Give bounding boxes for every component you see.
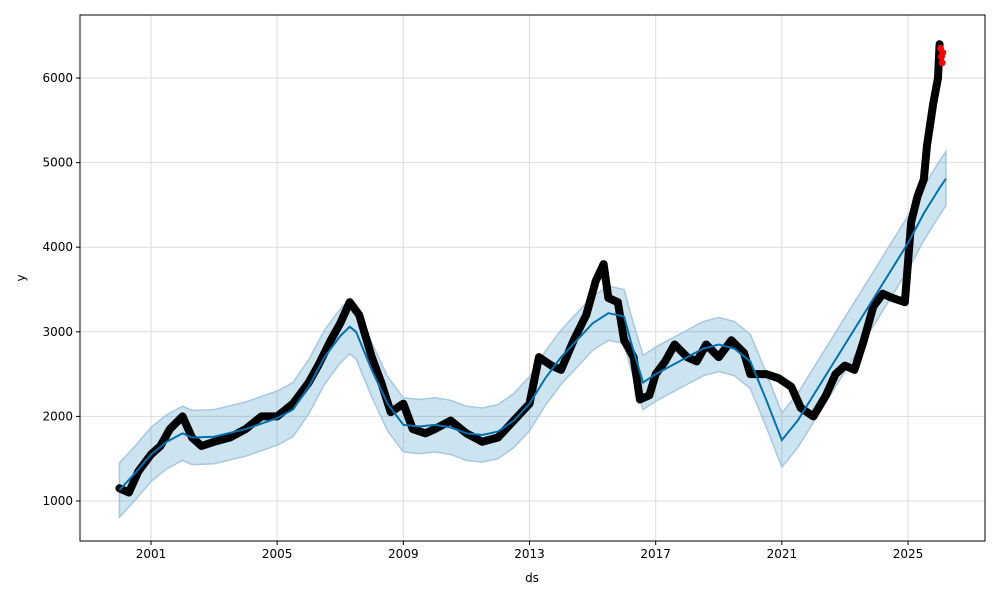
observed-point: [869, 302, 877, 310]
observed-point: [822, 391, 830, 399]
observed-point: [727, 336, 735, 344]
observed-points: [115, 40, 944, 497]
observed-point: [600, 260, 608, 268]
observed-point: [787, 383, 795, 391]
plot-frame: [79, 14, 986, 542]
observed-point: [447, 417, 455, 425]
recent-point: [939, 49, 947, 57]
x-tick-label: 2013: [514, 547, 545, 561]
y-axis-label: y: [14, 274, 28, 281]
observed-point: [582, 311, 590, 319]
x-tick-label: 2017: [640, 547, 671, 561]
observed-point: [775, 374, 783, 382]
observed-point: [888, 294, 896, 302]
observed-point: [409, 425, 417, 433]
observed-point: [901, 298, 909, 306]
x-tick-label: 2009: [388, 547, 419, 561]
observed-point: [494, 434, 502, 442]
observed-point: [421, 429, 429, 437]
observed-point: [399, 400, 407, 408]
observed-point: [210, 438, 218, 446]
observed-point: [604, 294, 612, 302]
observed-point: [166, 425, 174, 433]
observed-point: [934, 74, 942, 82]
uncertainty-band: [118, 149, 947, 519]
observed-point: [702, 340, 710, 348]
observed-point: [831, 370, 839, 378]
x-axis: 2001 2005 2009 2013 2017 2021 2025: [136, 541, 924, 561]
x-tick-label: 2005: [262, 547, 293, 561]
observed-point: [327, 336, 335, 344]
observed-point: [693, 357, 701, 365]
observed-point: [134, 467, 142, 475]
y-tick-label: 1000: [42, 494, 73, 508]
observed-point: [645, 391, 653, 399]
observed-point: [920, 176, 928, 184]
x-axis-label: ds: [525, 571, 539, 585]
observed-point: [368, 353, 376, 361]
y-tick-label: 6000: [42, 71, 73, 85]
observed-point: [125, 489, 133, 497]
observed-point: [715, 353, 723, 361]
observed-point: [257, 412, 265, 420]
observed-point: [929, 99, 937, 107]
observed-point: [762, 370, 770, 378]
observed-point: [671, 340, 679, 348]
observed-point: [797, 404, 805, 412]
observed-point: [614, 298, 622, 306]
uncertainty-band-area: [118, 149, 947, 519]
observed-point: [860, 336, 868, 344]
forecast-line: [118, 178, 947, 491]
observed-point: [115, 484, 123, 492]
forecast-yhat-line: [118, 178, 947, 491]
observed-point: [355, 311, 363, 319]
y-axis: 1000 2000 3000 4000 5000 6000: [42, 71, 80, 508]
observed-point: [907, 218, 915, 226]
observed-point: [746, 370, 754, 378]
observed-point: [431, 425, 439, 433]
observed-point: [535, 353, 543, 361]
observed-point: [850, 366, 858, 374]
observed-point: [346, 298, 354, 306]
observed-point: [179, 412, 187, 420]
y-tick-label: 4000: [42, 240, 73, 254]
observed-point: [226, 434, 234, 442]
observed-point: [841, 362, 849, 370]
x-tick-label: 2021: [767, 547, 798, 561]
y-tick-label: 3000: [42, 325, 73, 339]
observed-point: [620, 336, 628, 344]
observed-point: [336, 319, 344, 327]
y-tick-label: 2000: [42, 409, 73, 423]
recent-point: [938, 59, 946, 67]
y-tick-label: 5000: [42, 156, 73, 170]
x-tick-label: 2025: [893, 547, 924, 561]
x-tick-label: 2001: [136, 547, 167, 561]
observed-point: [913, 192, 921, 200]
observed-point: [478, 438, 486, 446]
observed-point: [592, 277, 600, 285]
observed-point: [557, 366, 565, 374]
recent-points: [937, 44, 947, 67]
observed-point: [636, 395, 644, 403]
observed-point: [809, 412, 817, 420]
observed-point: [197, 442, 205, 450]
grid: [80, 15, 985, 541]
observed-point: [879, 290, 887, 298]
observed-point: [923, 142, 931, 150]
observed-point: [661, 357, 669, 365]
